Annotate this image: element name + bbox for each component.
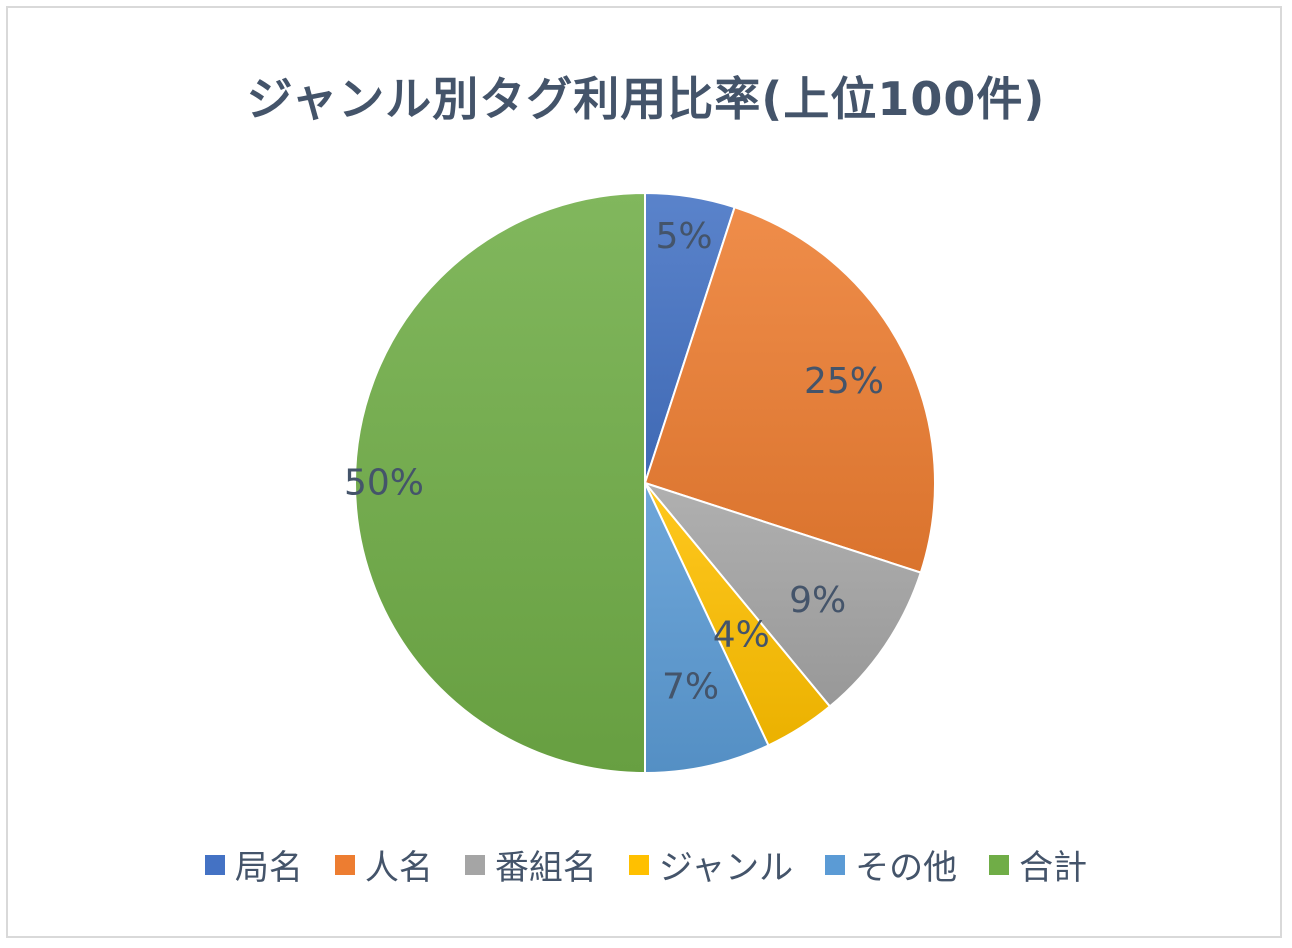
pie-slices	[354, 191, 936, 775]
legend-swatch	[464, 854, 485, 875]
legend-label: その他	[855, 848, 958, 888]
legend-swatch	[628, 854, 649, 875]
legend-label: 人名	[364, 848, 433, 888]
data-label-2: 25%	[804, 361, 884, 402]
legend-label: ジャンル	[658, 848, 794, 888]
data-label-1: 5%	[655, 216, 712, 257]
legend: 局名 人名 番組名 ジャンル その他 合計	[8, 840, 1284, 889]
legend-swatch	[334, 854, 355, 875]
legend-swatch	[989, 854, 1010, 875]
legend-item: 番組名	[464, 840, 597, 889]
data-labels: 5% 25% 9% 4% 7% 50%	[344, 216, 884, 707]
legend-item: 人名	[334, 840, 433, 889]
pie-slice-3	[642, 480, 923, 708]
data-label-5: 7%	[662, 666, 719, 707]
chart-area: ジャンル別タグ利用比率(上位100件) 5% 25% 9% 4% 7% 50% 局名 人名 番…	[6, 6, 1282, 938]
legend-item: その他	[825, 840, 957, 889]
legend-label: 番組名	[494, 848, 597, 888]
legend-label: 合計	[1019, 848, 1088, 888]
legend-item: 合計	[989, 840, 1087, 889]
data-label-4: 4%	[713, 614, 770, 655]
data-label-3: 9%	[789, 580, 846, 621]
pie-slice-5	[644, 482, 770, 775]
chart-title: ジャンル別タグ利用比率(上位100件)	[246, 72, 1046, 126]
legend-item: ジャンル	[628, 840, 794, 889]
legend-label: 局名	[234, 848, 303, 888]
pie-chart: 5% 25% 9% 4% 7% 50%	[344, 191, 936, 775]
pie-slice-6	[354, 191, 646, 775]
pie-slice-2	[643, 205, 936, 574]
data-label-6: 50%	[344, 463, 424, 504]
legend-swatch	[204, 854, 225, 875]
legend-swatch	[825, 854, 846, 875]
legend-item: 局名	[204, 840, 303, 889]
